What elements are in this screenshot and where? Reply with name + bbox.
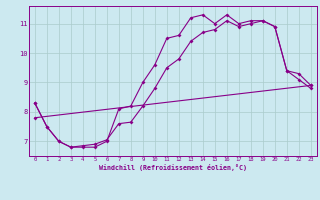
X-axis label: Windchill (Refroidissement éolien,°C): Windchill (Refroidissement éolien,°C)	[99, 164, 247, 171]
